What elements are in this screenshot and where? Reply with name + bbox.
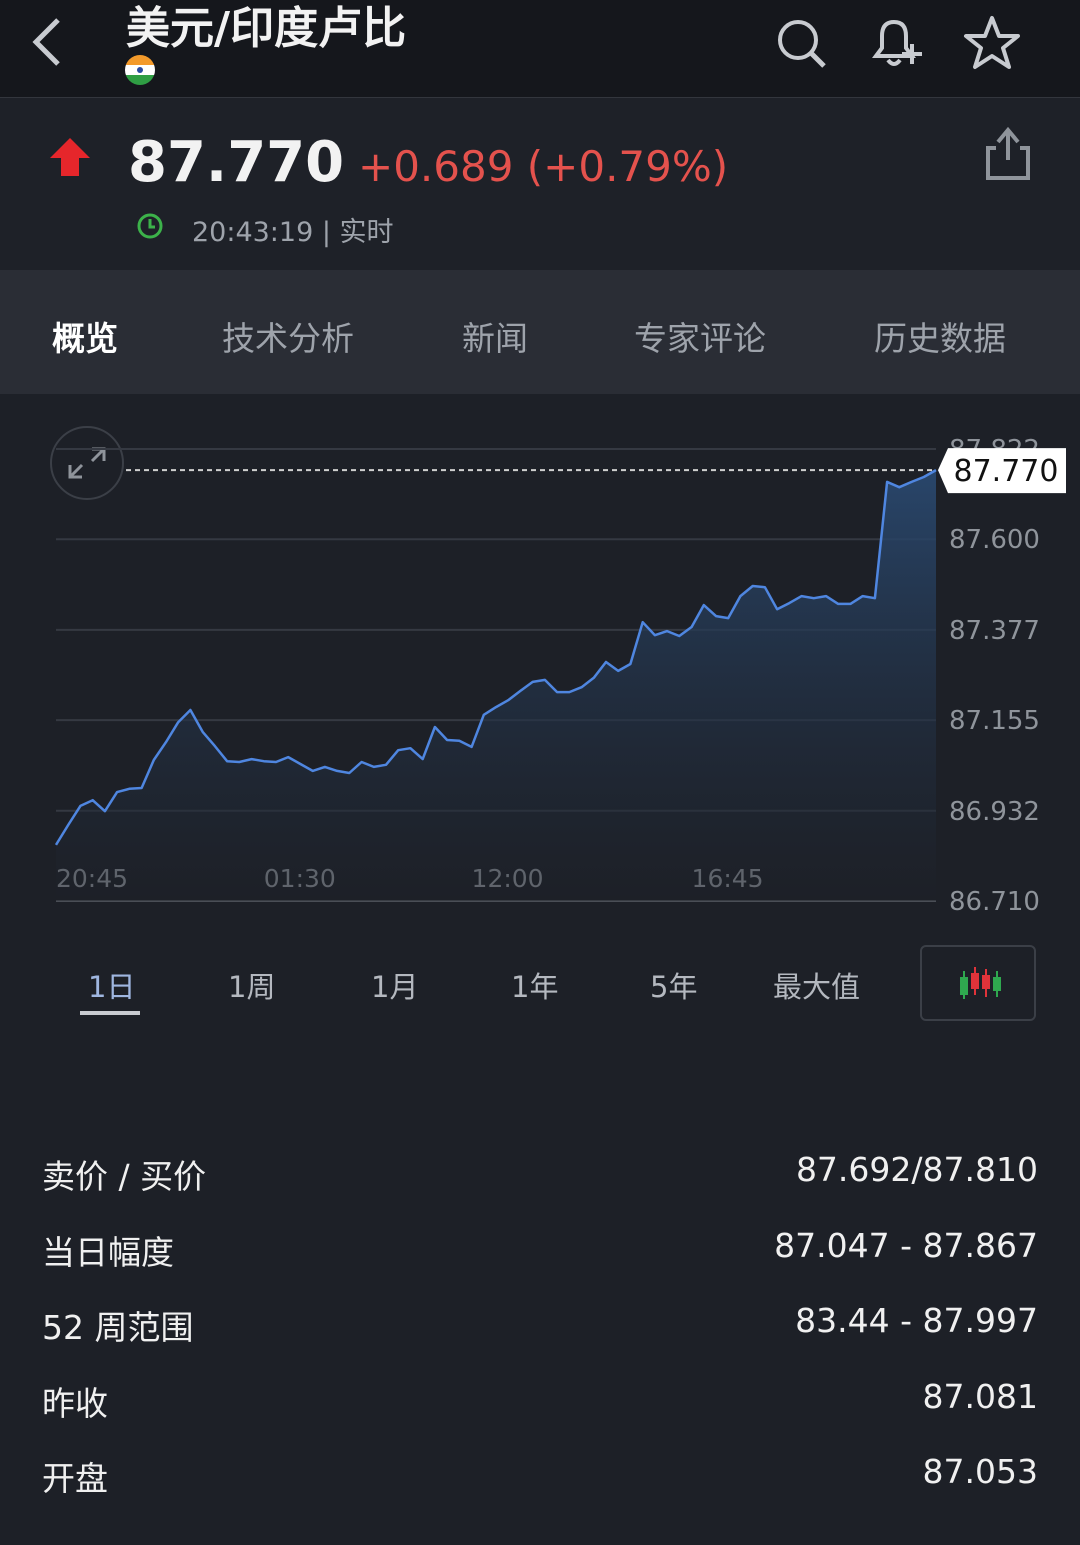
chart: 86.71086.93287.15587.37787.60087.82220:4… xyxy=(50,426,1066,917)
flag xyxy=(125,55,155,85)
range-button[interactable]: 最大值 xyxy=(773,970,861,1004)
stat-label: 当日幅度 xyxy=(42,1232,174,1272)
area xyxy=(56,470,936,901)
favorite-button[interactable] xyxy=(962,14,1022,74)
stat-value: 87.047 - 87.867 xyxy=(774,1225,1038,1265)
y-tick-label: 87.155 xyxy=(949,706,1040,736)
range-button[interactable]: 1月 xyxy=(371,970,419,1004)
title: 美元/印度卢比 xyxy=(126,3,407,54)
candle-button[interactable] xyxy=(920,945,1036,1021)
tab[interactable]: 新闻 xyxy=(462,319,528,358)
y-tick-label: 86.932 xyxy=(949,797,1040,827)
y-tick-label: 87.377 xyxy=(949,616,1040,646)
stat-label: 开盘 xyxy=(42,1459,108,1498)
line xyxy=(54,469,937,846)
last-price-label: 87.770 xyxy=(954,454,1059,489)
stat-value: 87.081 xyxy=(922,1376,1038,1416)
stat-value: 83.44 - 87.997 xyxy=(795,1301,1038,1340)
stat-label: 卖价 / 买价 xyxy=(42,1157,207,1196)
search-button[interactable] xyxy=(772,14,832,74)
range-button[interactable]: 1日 xyxy=(88,970,136,1004)
tab[interactable]: 专家评论 xyxy=(634,319,766,358)
header: 美元/印度卢比 xyxy=(0,0,1080,98)
price-change: +0.689 (+0.79%) xyxy=(358,142,729,191)
range-button[interactable]: 1周 xyxy=(228,970,276,1004)
alert-button[interactable] xyxy=(866,14,928,74)
y-tick-label: 86.710 xyxy=(949,887,1040,917)
stat-value: 87.053 xyxy=(922,1452,1038,1491)
quote-panel: 87.770 +0.689 (+0.79%) 20:43:19 | 实时 xyxy=(0,98,1080,270)
tab[interactable]: 技术分析 xyxy=(222,319,354,358)
share-button[interactable] xyxy=(982,126,1034,182)
clock-icon xyxy=(137,213,163,239)
stat-label: 昨收 xyxy=(42,1383,108,1423)
y-tick-label: 87.600 xyxy=(949,525,1040,555)
tab[interactable]: 历史数据 xyxy=(874,319,1006,358)
last-price-box xyxy=(938,448,1066,494)
expand-button[interactable] xyxy=(50,426,124,500)
range-button[interactable]: 5年 xyxy=(650,970,698,1004)
tab[interactable]: 概览 xyxy=(52,319,118,358)
candle-icon xyxy=(960,967,1001,999)
quote-time: 20:43:19 | 实时 xyxy=(192,217,394,248)
range-underline xyxy=(80,1011,140,1015)
stat-value: 87.692/87.810 xyxy=(795,1150,1038,1189)
price: 87.770 xyxy=(128,130,345,195)
up-arrow xyxy=(50,138,90,176)
back-button[interactable] xyxy=(28,16,68,68)
stat-label: 52 周范围 xyxy=(42,1308,194,1347)
range-button[interactable]: 1年 xyxy=(511,970,559,1004)
tab-bar xyxy=(0,270,1080,394)
